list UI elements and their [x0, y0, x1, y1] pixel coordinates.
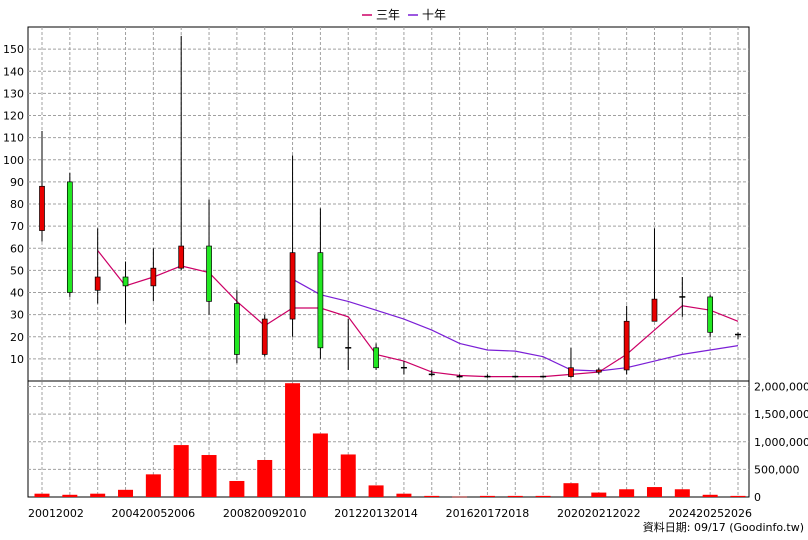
candle-body	[651, 298, 658, 322]
x-tick-label: 2014	[390, 507, 418, 520]
price-tick-label: 60	[10, 242, 24, 255]
volume-bar	[229, 480, 245, 497]
candle-body	[94, 276, 101, 291]
volume-bar	[312, 433, 328, 497]
volume-bar	[452, 496, 468, 498]
x-tick-label: 2020	[557, 507, 585, 520]
x-tick-label: 2018	[501, 507, 529, 520]
candle-body	[39, 185, 45, 231]
volume-bar	[563, 483, 579, 497]
volume-bar	[340, 454, 356, 497]
volume-tick-label: 1,500,000	[754, 408, 808, 421]
candle-body	[373, 347, 379, 369]
grid	[28, 27, 749, 497]
x-tick-label: 2006	[167, 507, 195, 520]
volume-bar	[285, 383, 301, 497]
moving-averages	[97, 250, 739, 378]
footer-source: 資料日期: 09/17 (Goodinfo.tw)	[643, 520, 804, 534]
price-tick-label: 10	[10, 353, 24, 366]
price-tick-label: 150	[3, 43, 24, 56]
volume-bar	[424, 495, 440, 497]
volume-bar	[702, 494, 718, 497]
price-tick-label: 100	[3, 154, 24, 167]
volume-bar	[90, 493, 106, 497]
volume-bar	[479, 495, 495, 497]
volume-bars	[34, 383, 746, 498]
candle-body	[595, 369, 602, 373]
volume-bar	[173, 445, 189, 497]
x-axis: 2001 2002 2004 2005 2006 2008 2009 2010 2012 2013…	[28, 507, 752, 520]
ma10-line	[292, 278, 739, 372]
price-tick-label: 80	[10, 198, 24, 211]
candlesticks	[39, 35, 741, 378]
x-tick-label: 2013	[362, 507, 390, 520]
legend-ma3-label: 三年	[376, 8, 400, 22]
candle-body	[261, 318, 268, 355]
volume-bar	[591, 492, 607, 497]
volume-bar	[730, 495, 746, 497]
volume-tick-label: 500,000	[754, 463, 800, 476]
volume-bar	[535, 495, 551, 497]
volume-bar	[619, 489, 635, 497]
price-tick-label: 120	[3, 110, 24, 123]
legend-ma10-label: 十年	[422, 8, 446, 22]
price-tick-label: 110	[3, 132, 24, 145]
volume-bar	[368, 485, 384, 497]
legend: 三年 十年	[362, 8, 446, 22]
x-tick-label: 2022	[613, 507, 641, 520]
price-tick-label: 70	[10, 220, 24, 233]
price-tick-label: 30	[10, 309, 24, 322]
ma3-line	[97, 250, 739, 378]
volume-axis: 0 500,000 1,000,000 1,500,000 2,000,000	[754, 381, 808, 504]
candle-body	[707, 296, 714, 333]
volume-bar	[118, 489, 134, 497]
candle-body	[150, 267, 157, 287]
candle-body	[178, 245, 185, 269]
x-tick-label: 2016	[446, 507, 474, 520]
x-tick-label: 2001	[28, 507, 56, 520]
volume-bar	[257, 459, 273, 497]
volume-tick-label: 2,000,000	[754, 381, 808, 394]
x-tick-label: 2012	[334, 507, 362, 520]
x-tick-label: 2005	[139, 507, 167, 520]
price-tick-label: 20	[10, 331, 24, 344]
volume-bar	[145, 474, 161, 497]
volume-bar	[201, 455, 217, 497]
x-tick-label: 2024	[668, 507, 696, 520]
volume-bar	[646, 487, 662, 497]
candle-body	[289, 252, 296, 320]
volume-tick-label: 1,000,000	[754, 436, 808, 449]
volume-panel	[27, 380, 750, 498]
x-tick-label: 2026	[724, 507, 752, 520]
price-tick-label: 140	[3, 65, 24, 78]
volume-bar	[507, 495, 523, 497]
candle-body	[206, 245, 212, 302]
x-tick-label: 2025	[696, 507, 724, 520]
candle-body	[66, 181, 73, 293]
x-tick-label: 2009	[251, 507, 279, 520]
volume-bar	[62, 494, 78, 497]
candle-body	[234, 303, 240, 355]
x-tick-label: 2010	[279, 507, 307, 520]
price-tick-label: 50	[10, 264, 24, 277]
x-tick-label: 2008	[223, 507, 251, 520]
volume-bar	[674, 489, 690, 497]
candle-body	[317, 252, 324, 349]
price-tick-label: 130	[3, 87, 24, 100]
volume-bar	[34, 493, 50, 497]
candle-body	[568, 367, 574, 377]
volume-bar	[396, 493, 412, 497]
candle-body	[122, 276, 129, 287]
x-tick-label: 2004	[112, 507, 140, 520]
price-tick-label: 40	[10, 287, 24, 300]
x-tick-label: 2002	[56, 507, 84, 520]
volume-tick-label: 0	[754, 491, 761, 504]
x-tick-label: 2017	[473, 507, 501, 520]
candle-body	[623, 320, 630, 371]
price-axis: 10 20 30 40 50 60 70 80 90 100 110 120 130 140 150	[3, 43, 24, 366]
x-tick-label: 2021	[585, 507, 613, 520]
price-tick-label: 90	[10, 176, 24, 189]
